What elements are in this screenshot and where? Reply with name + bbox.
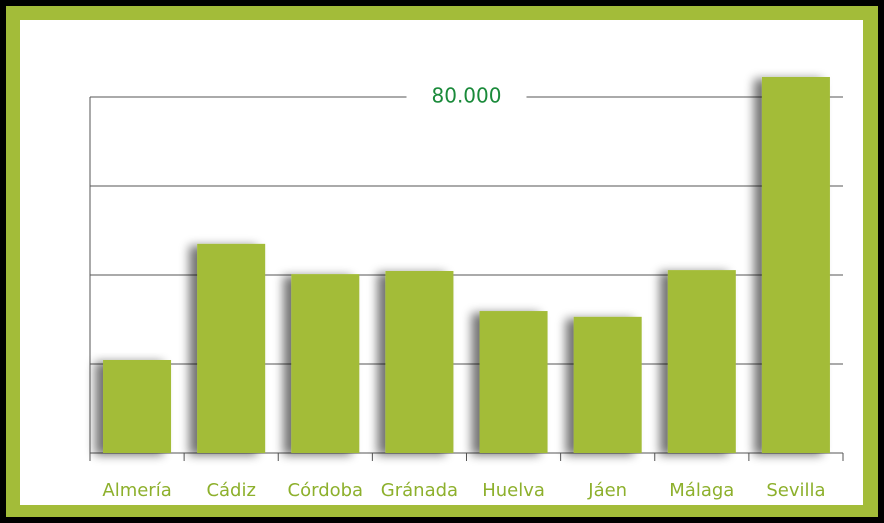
x-tick-label: Cádiz (206, 480, 255, 501)
x-tick-label: Málaga (669, 480, 734, 501)
tick-label-bg (406, 83, 527, 111)
bar (197, 243, 266, 453)
x-tick-label: Huelva (482, 480, 545, 501)
x-tick-label: Jáen (587, 480, 627, 501)
bar (291, 274, 360, 453)
bar (103, 359, 172, 453)
x-tick-label: Gránada (381, 480, 458, 501)
bar (479, 311, 548, 453)
bar (761, 76, 830, 453)
y-tick-label: 80.000 (432, 84, 502, 108)
bar (385, 270, 454, 453)
x-tick-label: Almería (102, 480, 171, 501)
x-tick-label: Córdoba (288, 480, 364, 501)
bar (667, 270, 736, 453)
bar (573, 316, 642, 453)
x-tick-label: Sevilla (766, 480, 825, 501)
